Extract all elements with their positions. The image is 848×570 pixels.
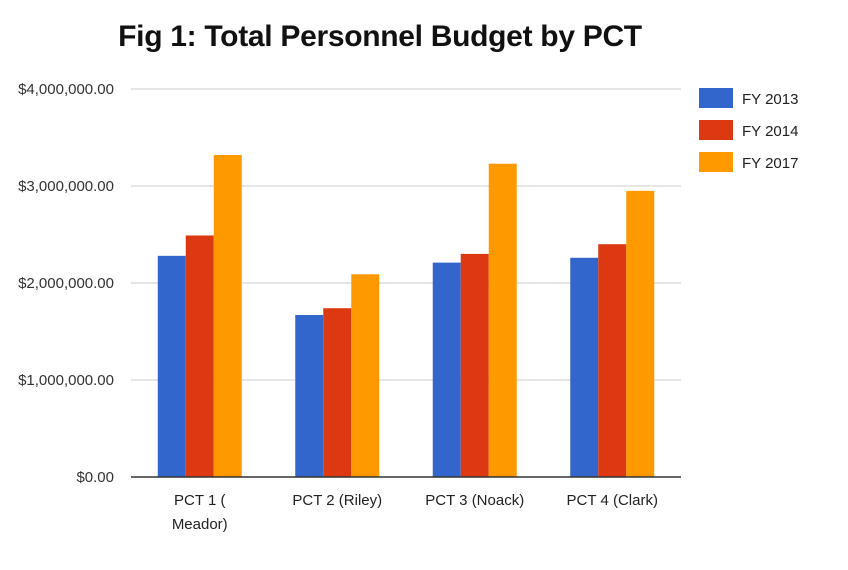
y-tick-label: $2,000,000.00 [18,275,114,292]
bar [185,235,214,477]
bar [488,163,517,477]
bars [157,154,655,477]
category-labels: PCT 1 (Meador) PCT 2 (Riley) PCT 3 (Noack)… [172,492,658,533]
x-tick-label: PCT 2 (Riley) [292,492,382,509]
x-tick-label: PCT 3 (Noack) [425,492,524,509]
bar [570,257,599,477]
y-tick-label: $4,000,000.00 [18,81,114,98]
bar [432,262,461,477]
bar [460,253,489,477]
bar [626,190,655,477]
legend-label: FY 2014 [742,123,798,140]
bar [295,315,324,477]
chart-title: Fig 1: Total Personnel Budget by PCT [118,20,642,53]
bar [323,308,352,477]
x-tick-label: PCT 4 (Clark) [567,492,658,509]
legend-swatch [699,152,733,172]
y-tick-label: $1,000,000.00 [18,372,114,389]
legend: FY 2013 FY 2014 FY 2017 [699,88,798,172]
y-tick-label: $0.00 [76,469,114,486]
bar [213,154,242,477]
x-tick-label: PCT 1 (Meador) [172,492,228,533]
y-axis-tick-labels: $0.00 $1,000,000.00 $2,000,000.00 $3,000,00… [18,81,114,486]
bar [351,274,380,477]
y-tick-label: $3,000,000.00 [18,178,114,195]
legend-label: FY 2013 [742,91,798,108]
legend-swatch [699,120,733,140]
legend-label: FY 2017 [742,155,798,172]
bar [598,244,627,477]
legend-swatch [699,88,733,108]
bar [157,255,186,477]
